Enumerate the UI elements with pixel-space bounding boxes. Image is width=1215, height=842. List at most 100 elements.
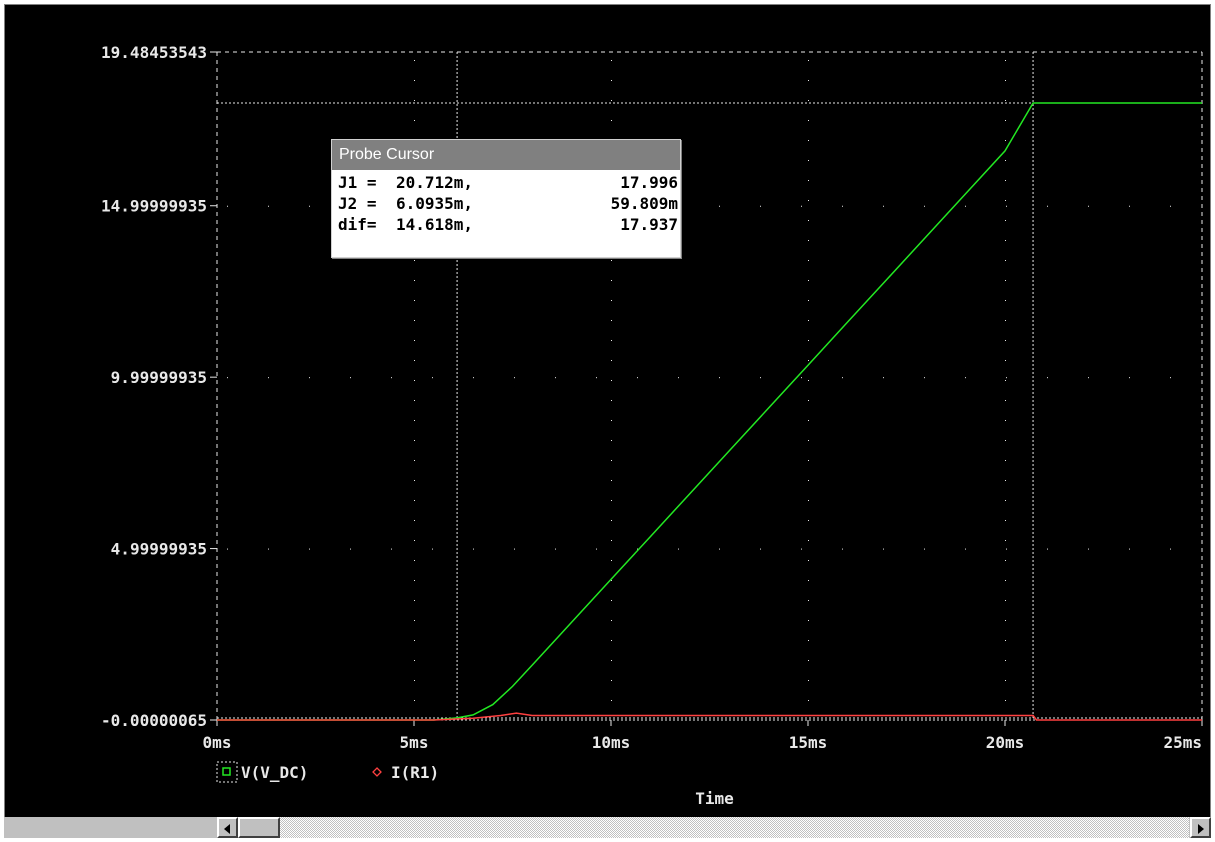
grid-dot <box>309 377 310 379</box>
grid-dot <box>1088 548 1089 550</box>
horizontal-scrollbar[interactable] <box>4 817 1211 838</box>
probe-cursor-panel[interactable]: Probe Cursor J1 = 20.712m, 17.996 J2 = 6… <box>331 139 681 258</box>
grid-dot <box>808 320 809 321</box>
grid-dot <box>391 377 392 379</box>
grid-dot <box>414 120 415 121</box>
grid-dot <box>1006 205 1007 207</box>
grid-dot <box>611 100 612 101</box>
grid-dot <box>1005 60 1006 61</box>
grid-dot <box>611 500 612 501</box>
grid-dot <box>414 400 415 401</box>
grid-dot <box>473 377 474 379</box>
grid-dot <box>414 620 415 621</box>
grid-dot <box>760 205 761 207</box>
grid-dot <box>611 460 612 461</box>
grid-dot <box>611 640 612 641</box>
grid-dot <box>611 80 612 81</box>
grid-dot <box>637 377 638 379</box>
grid-dot <box>611 120 612 121</box>
grid-dot <box>611 520 612 521</box>
grid-dot <box>883 205 884 207</box>
grid-dot <box>719 205 720 207</box>
grid-dot <box>414 640 415 641</box>
x-tick-label: 0ms <box>203 733 232 752</box>
grid-dot <box>1005 300 1006 301</box>
grid-dot <box>1005 100 1006 101</box>
x-tick-label: 10ms <box>592 733 631 752</box>
grid-dot <box>611 680 612 681</box>
grid-dot <box>808 600 809 601</box>
grid-dot <box>1005 640 1006 641</box>
grid-dot <box>1005 580 1006 581</box>
grid-dot <box>808 540 809 541</box>
grid-dot <box>227 548 228 550</box>
scroll-thumb[interactable] <box>238 817 280 838</box>
grid-dot <box>350 377 351 379</box>
grid-dot <box>414 340 415 341</box>
grid-dot <box>414 80 415 81</box>
scroll-right-button[interactable] <box>1190 817 1211 838</box>
arrow-right-icon <box>1198 824 1204 834</box>
grid-dot <box>1170 205 1171 207</box>
grid-dot <box>611 600 612 601</box>
grid-dot <box>414 600 415 601</box>
scroll-track[interactable] <box>238 817 1189 838</box>
probe-row-j2: J2 = 6.0935m, 59.809m <box>338 193 678 214</box>
grid-dot <box>808 300 809 301</box>
legend-selection-box <box>216 761 238 783</box>
grid-dot <box>808 380 809 381</box>
grid-dot <box>808 620 809 621</box>
grid-dot <box>924 377 925 379</box>
grid-dot <box>414 280 415 281</box>
grid-dot <box>808 360 809 361</box>
series-line-v-v-dc- <box>217 102 1202 721</box>
grid-dot <box>1005 520 1006 521</box>
grid-dot <box>883 377 884 379</box>
grid-dot <box>808 200 809 201</box>
grid-dot <box>414 560 415 561</box>
grid-dot <box>808 680 809 681</box>
grid-dot <box>678 377 679 379</box>
grid-dot <box>350 548 351 550</box>
grid-dot <box>611 360 612 361</box>
grid-dot <box>414 700 415 701</box>
grid-dot <box>1170 377 1171 379</box>
grid-dot <box>1129 205 1130 207</box>
grid-dot <box>227 205 228 207</box>
grid-dot <box>1005 400 1006 401</box>
chart-plot[interactable]: 19.48453543 14.99999935 9.99999935 4.999999… <box>5 5 1212 817</box>
grid-dot <box>414 320 415 321</box>
grid-dot <box>414 460 415 461</box>
grid-dot <box>808 260 809 261</box>
grid-dot <box>808 500 809 501</box>
grid-dot <box>842 377 843 379</box>
grid-dot <box>1005 140 1006 141</box>
grid-dot <box>808 520 809 521</box>
probe-row-x-value: 20.712m, <box>396 173 474 192</box>
grid-dot <box>1005 80 1006 81</box>
grid-dot <box>414 260 415 261</box>
grid-dot <box>808 560 809 561</box>
grid-dot <box>227 377 228 379</box>
y-tick-label: 4.99999935 <box>111 540 207 559</box>
grid-dot <box>808 180 809 181</box>
grid-dot <box>1088 377 1089 379</box>
probe-row-label: J2 = <box>338 194 377 213</box>
grid-dot <box>611 580 612 581</box>
legend-diamond-marker <box>372 767 382 777</box>
series-line-i-r1- <box>217 712 1202 721</box>
probe-cursor-title[interactable]: Probe Cursor <box>332 140 680 170</box>
grid-dot <box>808 140 809 141</box>
scroll-left-button[interactable] <box>217 817 238 838</box>
grid-dot <box>1005 360 1006 361</box>
probe-row-dif: dif= 14.618m, 17.937 <box>338 214 678 235</box>
grid-dot <box>1005 680 1006 681</box>
grid-dot <box>268 377 269 379</box>
grid-dot <box>1005 600 1006 601</box>
grid-dot <box>965 205 966 207</box>
grid-dot <box>611 280 612 281</box>
grid-dot <box>611 320 612 321</box>
grid-dot <box>611 540 612 541</box>
grid-dot <box>808 640 809 641</box>
grid-dot <box>1005 660 1006 661</box>
